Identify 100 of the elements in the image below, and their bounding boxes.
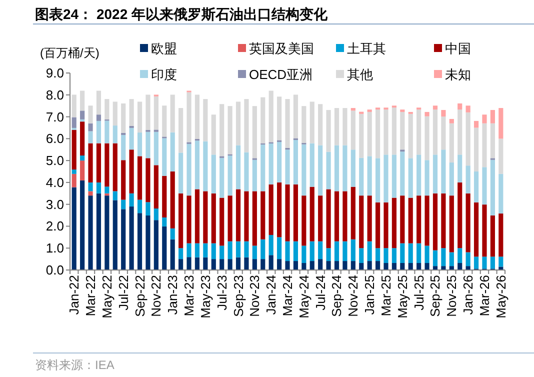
x-tick-label: Mar-26 (476, 275, 492, 316)
bar (334, 191, 340, 242)
chart-title: 图表24： 2022 年以来俄罗斯石油出口结构变化 (35, 6, 328, 22)
bar (80, 110, 85, 120)
bar (474, 172, 479, 202)
x-tick-label: Sep-24 (329, 275, 344, 317)
bar (392, 262, 396, 270)
bar (260, 259, 266, 270)
bar (326, 261, 331, 270)
bar (424, 112, 430, 116)
bar (416, 262, 422, 270)
bar (490, 123, 495, 158)
bar (80, 160, 85, 180)
bar (129, 99, 134, 126)
bar (408, 198, 413, 244)
bar (228, 259, 232, 270)
bar (154, 96, 158, 130)
bar (400, 243, 405, 263)
bar (498, 174, 504, 214)
bar (342, 108, 348, 146)
bar (441, 110, 446, 117)
bar (334, 145, 340, 192)
bar (326, 152, 331, 190)
y-tick-label: 7.0 (46, 109, 64, 124)
bar (146, 202, 150, 216)
bar (276, 96, 282, 140)
bar (129, 193, 134, 207)
bar (80, 119, 85, 122)
bar (170, 132, 175, 172)
bar (293, 94, 298, 138)
bar (121, 134, 126, 160)
bar (474, 128, 479, 172)
bar (400, 262, 405, 270)
x-tick-label: May-23 (198, 275, 213, 318)
bar (236, 145, 241, 190)
bar (260, 144, 266, 192)
bar (72, 170, 76, 174)
bar (276, 142, 282, 182)
bar (350, 239, 356, 262)
bar (466, 166, 470, 194)
bar (482, 167, 487, 205)
bar (458, 182, 462, 248)
bar (310, 102, 314, 144)
bar (310, 241, 314, 262)
bar (194, 94, 200, 139)
bar (408, 114, 413, 158)
bar (268, 255, 274, 270)
bar (178, 248, 184, 260)
bar (416, 154, 422, 196)
bar (334, 241, 340, 262)
bar (392, 154, 396, 198)
bar (359, 262, 364, 270)
bar (96, 120, 102, 144)
bar (146, 94, 150, 130)
bar (310, 186, 314, 242)
bar (252, 106, 257, 158)
bar (318, 104, 323, 146)
bar (466, 193, 470, 252)
bar (203, 243, 208, 258)
bar (384, 248, 388, 263)
bar (211, 259, 216, 270)
bar (170, 228, 175, 240)
bar (236, 189, 241, 242)
bar (498, 138, 504, 174)
bar (490, 110, 495, 124)
bar (490, 160, 495, 216)
x-tick-label: Sep-22 (132, 275, 148, 317)
bar (334, 108, 340, 146)
bar (178, 259, 184, 270)
bar (96, 182, 102, 194)
bar (194, 189, 200, 244)
bar (482, 123, 487, 168)
bar (121, 209, 126, 270)
bar (400, 152, 405, 196)
bar (474, 120, 479, 128)
bar (432, 110, 438, 155)
bar (384, 262, 388, 270)
bar (318, 259, 323, 270)
bar (285, 184, 290, 242)
y-tick-label: 1.0 (46, 240, 64, 256)
y-tick-label: 9.0 (46, 66, 64, 80)
bar (211, 243, 216, 260)
x-tick-label: Jul-24 (312, 275, 328, 310)
bar (276, 259, 282, 270)
bar (162, 226, 167, 270)
bar (498, 108, 504, 139)
y-tick-label: 8.0 (46, 87, 64, 102)
bar (112, 126, 118, 144)
bar (293, 184, 298, 242)
bar (482, 256, 487, 269)
x-tick-label: Mar-23 (182, 275, 197, 316)
bar (408, 158, 413, 198)
y-tick-label: 5.0 (46, 153, 64, 168)
bar (146, 132, 150, 158)
bar (466, 252, 470, 266)
bar (490, 256, 495, 269)
x-tick-label: Jan-26 (460, 275, 476, 315)
bar (449, 123, 454, 163)
bar (432, 154, 438, 194)
x-tick-label: Mar-24 (280, 275, 295, 316)
